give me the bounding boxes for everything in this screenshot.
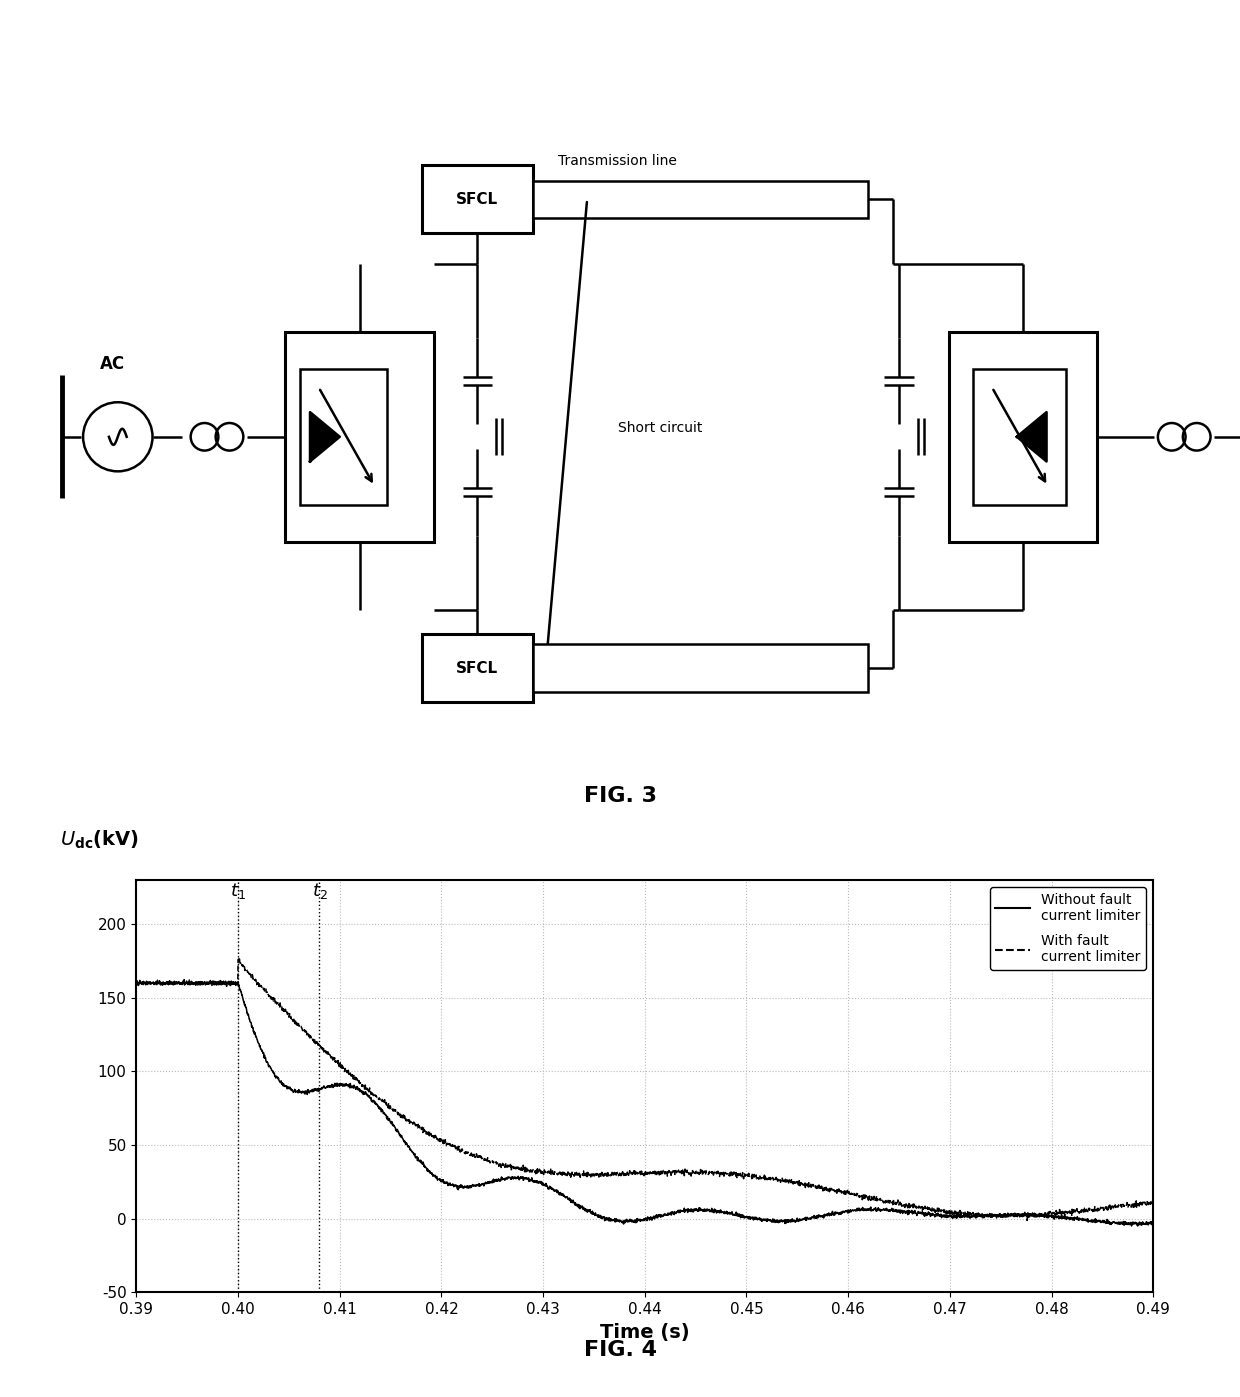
Bar <box>973 369 1066 504</box>
Text: SFCL: SFCL <box>456 191 498 207</box>
X-axis label: Time (s): Time (s) <box>600 1323 689 1341</box>
Bar <box>300 369 387 504</box>
Text: $\mathbf{\mathit{U}_{dc}}$$\mathbf{(kV)}$: $\mathbf{\mathit{U}_{dc}}$$\mathbf{(kV)}… <box>61 828 139 851</box>
Text: $t_2$: $t_2$ <box>311 882 327 901</box>
Text: FIG. 3: FIG. 3 <box>584 787 656 806</box>
Text: Short circuit: Short circuit <box>618 420 703 434</box>
Bar <box>285 332 434 542</box>
Bar <box>422 165 533 233</box>
Bar <box>949 332 1097 542</box>
Text: AC: AC <box>100 355 125 373</box>
Text: FIG. 4: FIG. 4 <box>584 1340 656 1359</box>
Text: $t_1$: $t_1$ <box>231 882 246 901</box>
Text: SFCL: SFCL <box>456 661 498 676</box>
Bar <box>422 634 533 703</box>
Text: Transmission line: Transmission line <box>558 155 677 169</box>
Bar <box>533 644 868 693</box>
Polygon shape <box>310 412 340 461</box>
Polygon shape <box>1017 412 1047 461</box>
Legend: Without fault
current limiter, With fault
current limiter: Without fault current limiter, With faul… <box>990 887 1146 970</box>
Bar <box>533 180 868 218</box>
